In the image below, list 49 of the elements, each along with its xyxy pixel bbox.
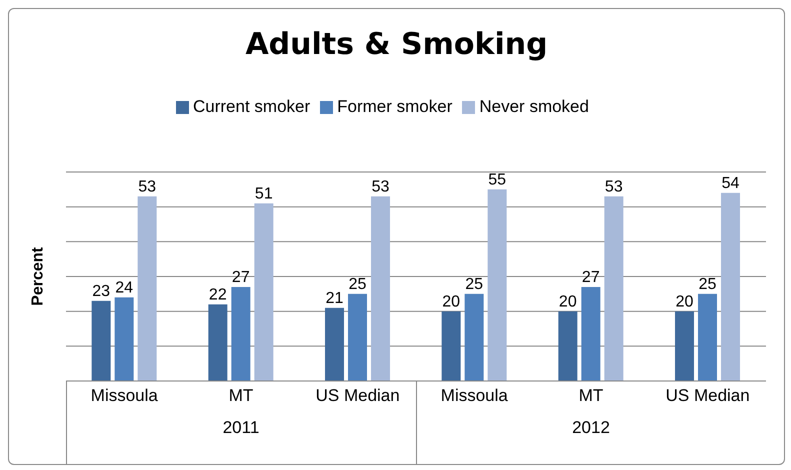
- data-label: 27: [582, 268, 600, 286]
- data-label: 25: [698, 276, 716, 293]
- data-label: 20: [558, 293, 577, 310]
- x-tick-label: Missoula: [90, 386, 158, 406]
- data-label: 22: [208, 286, 227, 304]
- bar: [721, 192, 740, 381]
- text: 2012: [571, 418, 611, 438]
- data-label: 21: [326, 290, 344, 307]
- x-tick-label: MT: [228, 386, 254, 406]
- bar: [464, 294, 484, 381]
- bar: [442, 311, 461, 381]
- bar: [675, 311, 694, 381]
- data-label: 51: [254, 185, 273, 202]
- bar: [114, 297, 134, 381]
- bar: [488, 189, 507, 381]
- text: 2011: [222, 418, 260, 438]
- data-label: 53: [372, 178, 390, 196]
- bar: [325, 308, 344, 381]
- data-label: 25: [465, 276, 484, 293]
- bar: [231, 286, 250, 381]
- data-label: 25: [348, 276, 366, 293]
- chart-title: Adults & Smoking: [244, 27, 549, 62]
- x-tick-label: US Median: [666, 386, 750, 406]
- bar: [254, 203, 274, 381]
- data-label: 27: [232, 268, 250, 286]
- data-label: 20: [676, 293, 694, 310]
- bar: [371, 196, 390, 381]
- data-label: 23: [92, 282, 110, 300]
- data-label: 54: [722, 174, 740, 192]
- bar: [348, 294, 367, 381]
- bar: [558, 311, 578, 381]
- legend-label: Former smoker: [337, 97, 452, 116]
- bar: [92, 300, 111, 381]
- data-label: 55: [488, 171, 506, 188]
- bar: [581, 286, 600, 381]
- legend-label: Current smoker: [193, 97, 310, 116]
- data-label: 53: [138, 178, 156, 196]
- x-tick-label: US Median: [316, 386, 400, 406]
- data-label: 20: [442, 293, 460, 310]
- data-label: 53: [604, 178, 623, 196]
- bar: [138, 196, 157, 381]
- x-tick-label: Missoula: [440, 386, 508, 406]
- y-axis-title: Percent: [30, 246, 47, 306]
- data-label: 24: [115, 279, 134, 296]
- bar: [698, 294, 717, 381]
- legend-label: Never smoked: [479, 97, 589, 116]
- x-tick-label: MT: [578, 386, 604, 406]
- bar: [604, 196, 624, 381]
- bar: [208, 304, 228, 381]
